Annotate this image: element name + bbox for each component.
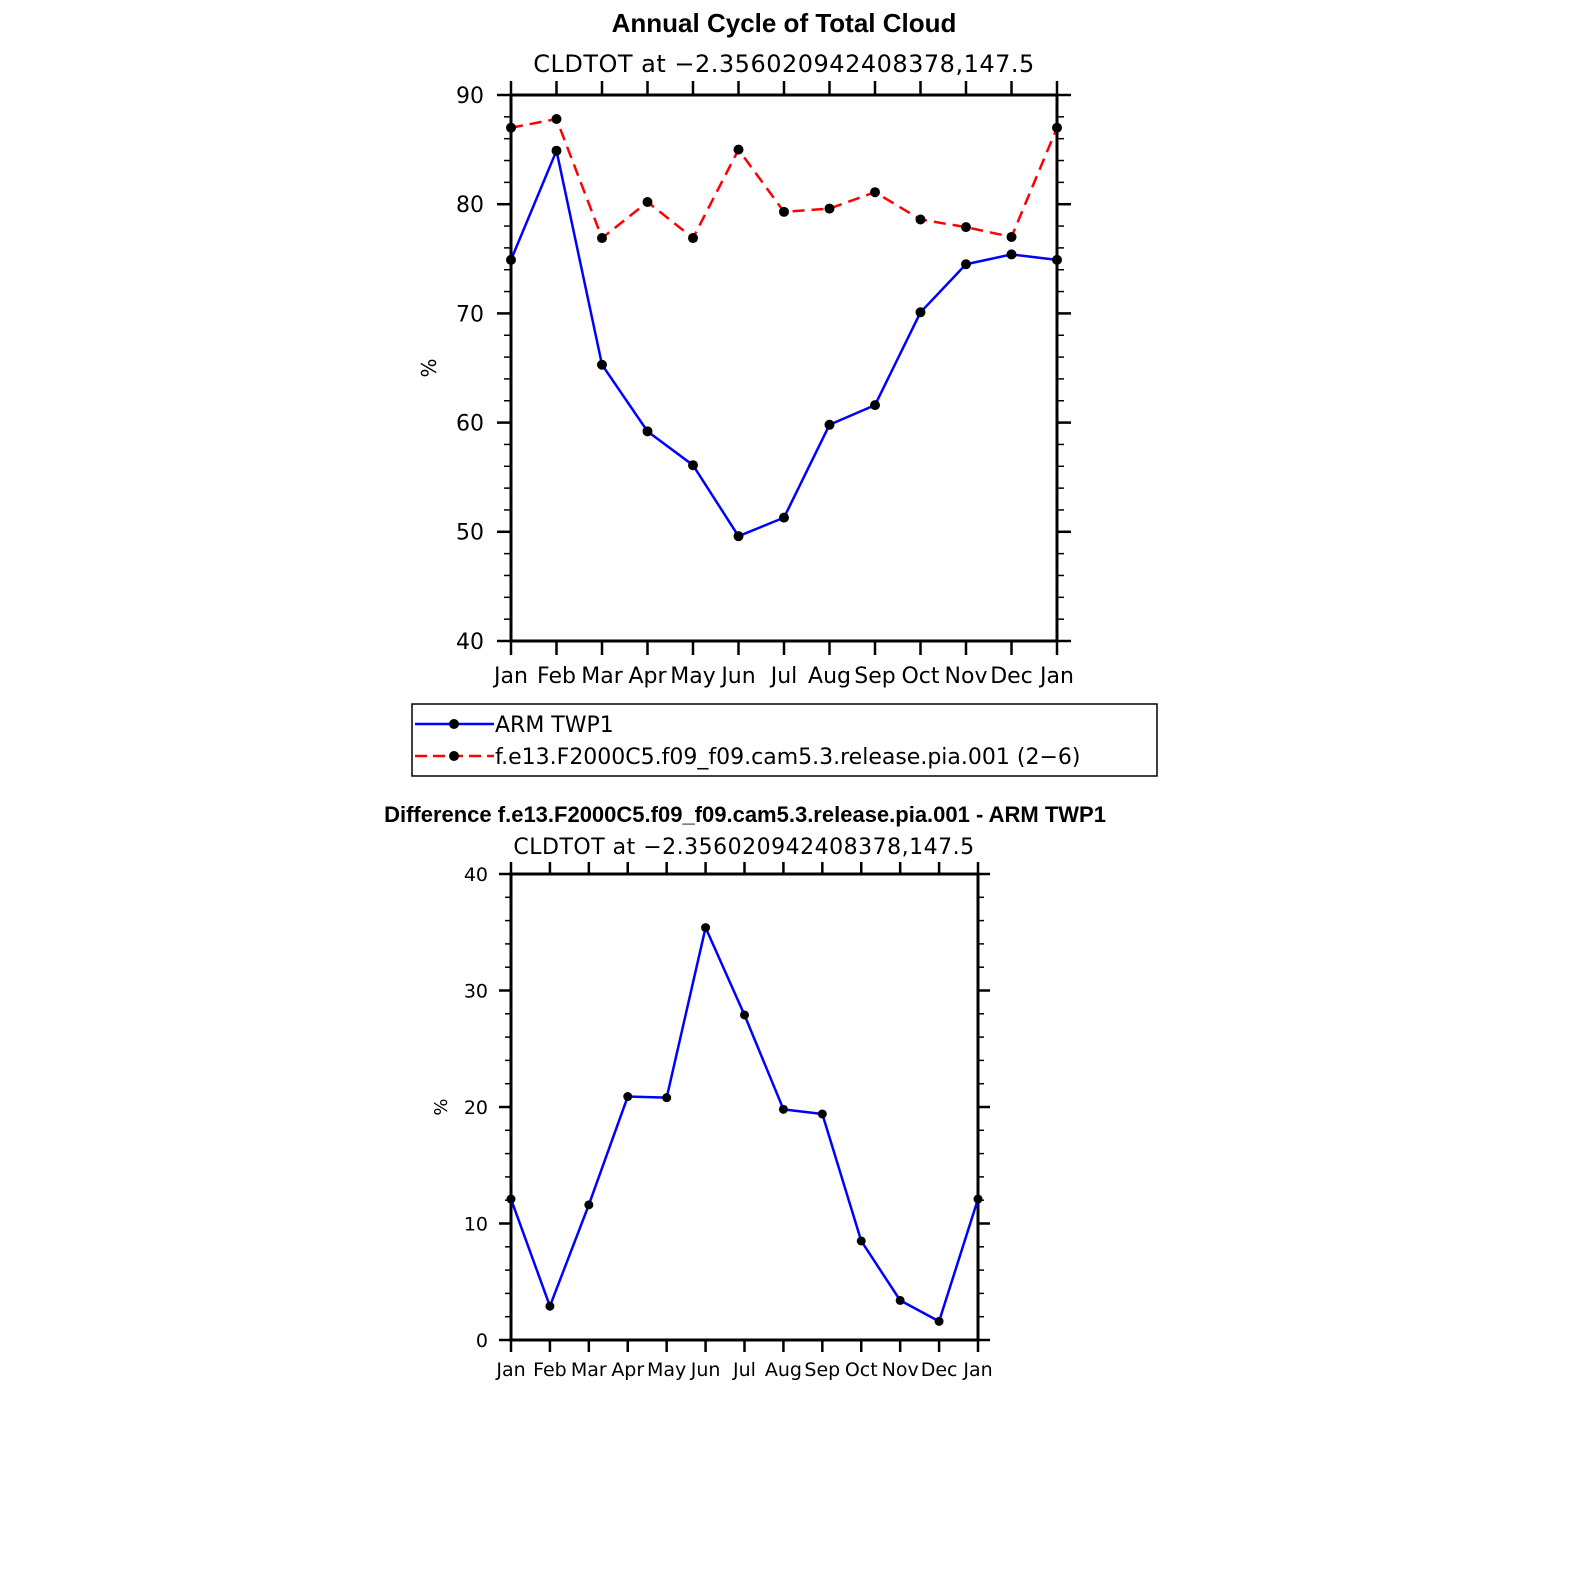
legend: ARM TWP1 f.e13.F2000C5.f09_f09.cam5.3.rel… [411,703,1158,777]
bottom-y-tick-label: 10 [464,1213,488,1235]
bottom-x-tick-label: May [647,1359,686,1381]
top-series-1-point [915,214,926,225]
bottom-x-tick-label: Jun [690,1359,721,1381]
top-chart: 40 50 60 70 80 90 Jan Feb Mar Apr May Jun Jul Aug Sep O… [417,81,1074,689]
top-chart-subtitle: CLDTOT at −2.356020942408378,147.5 [533,50,1035,78]
top-x-tick-label: Jan [492,664,528,689]
bottom-x-tick-label: Apr [611,1359,644,1381]
bottom-series-0-point [506,1194,516,1204]
top-y-tick-label: 50 [456,521,484,546]
bottom-x-tick-label: Oct [845,1359,878,1381]
bottom-x-tick-label: Sep [804,1359,840,1381]
bottom-series-0-point [701,923,711,933]
top-series-1-point [1052,122,1062,133]
legend-marker-0 [449,719,459,729]
legend-box [411,703,1158,777]
top-x-tick-label: May [670,664,715,689]
bottom-x-tick-label: Dec [921,1359,958,1381]
top-x-tick-label: Nov [945,664,988,689]
bottom-y-axis-label: % [431,1098,452,1115]
top-series-0-point [824,419,835,430]
bottom-x-tick-label: Mar [571,1359,607,1381]
bottom-chart-subtitle: CLDTOT at −2.356020942408378,147.5 [513,835,975,860]
top-series-0-point [642,426,653,437]
top-series-0-point [506,254,516,265]
bottom-y-tick-label: 40 [464,864,488,886]
bottom-series-0-point [856,1236,866,1246]
top-series-1-point [506,122,516,133]
top-x-tick-label: Oct [901,664,939,689]
bottom-y-tick-label: 20 [464,1097,488,1119]
top-y-tick-label: 70 [456,302,484,327]
bottom-plot-frame [509,872,980,1342]
bottom-y-tick-label: 30 [464,980,488,1002]
bottom-series-line-0 [509,926,980,1323]
bottom-x-tick-label: Jul [732,1359,756,1381]
bottom-chart: 0 10 20 30 40 Jan Feb Mar Apr May Jun Jul Aug Sep Oct N… [431,862,993,1381]
bottom-series-0-point [817,1109,827,1119]
legend-label-1: f.e13.F2000C5.f09_f09.cam5.3.release.pia… [495,745,1080,770]
top-series-0-point [961,259,971,270]
top-series-0-point [779,512,789,523]
top-x-tick-label: Jan [1038,664,1074,689]
top-series-0-point [551,145,562,156]
top-y-axis-label: % [417,358,441,377]
top-series-line-1 [510,117,1059,240]
top-x-tick-label: Jul [769,664,798,689]
top-series-0-point [733,531,744,542]
bottom-x-tick-label: Aug [765,1359,802,1381]
bottom-series-0-point [778,1104,788,1114]
bottom-x-tick-label: Jan [495,1359,525,1381]
bottom-y-tick-label: 0 [476,1330,488,1352]
bottom-series-0-point [740,1010,749,1020]
top-series-1-point [688,233,698,244]
top-y-tick-label: 60 [456,412,484,437]
top-chart-title: Annual Cycle of Total Cloud [611,8,957,38]
top-y-tick-label: 40 [456,630,484,655]
top-series-1-point [642,197,653,208]
top-series-1-point [961,222,971,233]
bottom-series-0-point [934,1316,944,1326]
bottom-series-0-point [584,1200,594,1210]
top-x-tick-label: Apr [628,664,667,689]
top-x-tick-label: Jun [719,664,755,689]
top-x-tick-label: Sep [854,664,895,689]
bottom-series-0-point [895,1295,905,1305]
bottom-chart-title: Difference f.e13.F2000C5.f09_f09.cam5.3.… [384,802,1106,827]
bottom-x-tick-label: Feb [533,1359,567,1381]
top-series-0-point [870,400,880,411]
legend-label-0: ARM TWP1 [495,713,614,738]
top-x-tick-label: Feb [537,664,576,689]
legend-marker-1 [449,751,459,761]
top-series-0-point [915,307,926,318]
top-series-0-point [597,359,607,370]
bottom-x-tick-label: Nov [882,1359,919,1381]
bottom-series-0-point [545,1301,555,1311]
bottom-series-0-point [623,1092,633,1102]
top-x-tick-label: Mar [581,664,623,689]
top-series-1-point [870,187,880,198]
top-series-1-point [733,144,744,155]
top-series-0-point [688,460,698,471]
top-y-tick-label: 80 [456,193,484,218]
bottom-series-0-point [662,1093,672,1103]
bottom-x-tick-label: Jan [962,1359,992,1381]
bottom-series-0-point [973,1194,983,1204]
top-series-1-point [824,203,835,214]
top-series-0-point [1006,249,1017,260]
top-plot-frame [509,93,1059,643]
top-series-1-point [551,114,562,125]
top-x-tick-label: Aug [808,664,851,689]
top-series-1-point [597,233,607,244]
top-series-0-point [1052,254,1062,265]
top-y-tick-label: 90 [456,84,484,109]
top-series-1-point [1006,231,1017,242]
top-x-tick-label: Dec [990,664,1033,689]
top-series-1-point [779,206,789,217]
